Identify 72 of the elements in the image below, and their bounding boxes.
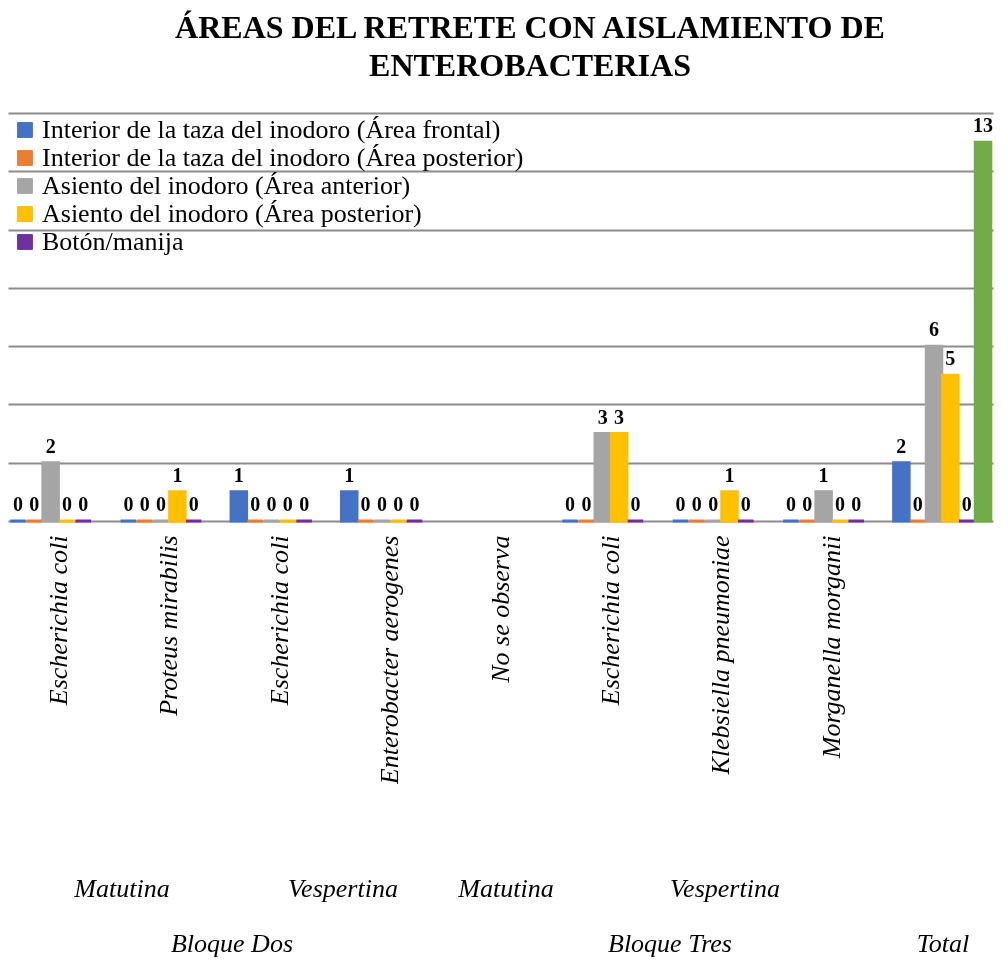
- data-label: 1: [724, 463, 735, 486]
- x-tick-label: Proteus mirabilis: [154, 535, 184, 717]
- bar: [973, 140, 993, 523]
- data-label: 6: [929, 318, 940, 341]
- data-label: 3: [597, 405, 608, 428]
- data-label: 0: [708, 493, 719, 515]
- data-label: 5: [945, 347, 956, 370]
- data-label: 0: [156, 493, 167, 515]
- data-label: 0: [393, 493, 404, 515]
- bar: [814, 490, 833, 523]
- data-label: 0: [581, 493, 592, 515]
- text: Vespertina: [670, 874, 780, 904]
- text: Bloque Dos: [170, 929, 294, 959]
- text: Matutina: [74, 874, 170, 904]
- data-label: 13: [973, 114, 994, 137]
- data-label: 0: [691, 493, 702, 515]
- data-label: 0: [188, 493, 199, 515]
- data-label: 0: [299, 493, 310, 515]
- bar: [941, 373, 960, 523]
- x-tick-label: Escherichia coli: [43, 535, 73, 707]
- data-label: 1: [344, 463, 355, 486]
- bar: [41, 461, 60, 523]
- data-label: 0: [139, 493, 150, 515]
- bar: [892, 461, 911, 523]
- data-label: 0: [376, 493, 387, 515]
- x-tick-label: No se observa: [485, 535, 515, 684]
- text: Bloque Tres: [608, 929, 732, 959]
- bar: [339, 490, 359, 523]
- legend-label: Asiento del inodoro (Área anterior): [42, 171, 411, 200]
- legend-label: Asiento del inodoro (Área posterior): [42, 199, 422, 228]
- data-label: 0: [29, 493, 40, 515]
- data-label: 0: [12, 493, 23, 515]
- bar: [609, 432, 629, 523]
- bar: [229, 490, 249, 523]
- data-label: 0: [785, 493, 796, 515]
- data-label: 0: [802, 493, 813, 515]
- text: Matutina: [458, 874, 554, 904]
- data-label: 0: [282, 493, 293, 515]
- data-label: 0: [78, 493, 89, 515]
- x-tick-label: Morganella morganii: [816, 535, 846, 760]
- data-label: 1: [172, 463, 183, 486]
- data-label: 3: [614, 405, 625, 428]
- legend-label: Interior de la taza del inodoro (Área posterior): [42, 143, 524, 172]
- bar: [168, 490, 187, 523]
- legend-label: Botón/manija: [42, 227, 184, 256]
- data-label: 0: [266, 493, 277, 515]
- bar: [720, 490, 739, 523]
- chart-title: ÁREAS DEL RETRETE CON AISLAMIENTO DE ENTEROBACTERIAS: [174, 8, 886, 84]
- x-tick-label: Klebsiella pneumoniae: [706, 535, 736, 776]
- x-tick-label: Escherichia coli: [595, 535, 625, 707]
- data-label: 0: [565, 493, 576, 515]
- data-label: 0: [675, 493, 686, 515]
- x-tick-label: Escherichia coli: [264, 535, 294, 707]
- data-label: 0: [409, 493, 420, 515]
- text: Total: [916, 929, 970, 959]
- x-tick-label: Enterobacter aerogenes: [375, 535, 405, 786]
- data-label: 0: [851, 493, 862, 515]
- data-label: 0: [250, 493, 261, 515]
- data-label: 0: [961, 493, 972, 515]
- data-label: 0: [912, 493, 923, 515]
- data-label: 2: [45, 434, 56, 457]
- legend-label: Interior de la taza del inodoro (Área frontal): [42, 115, 501, 144]
- data-label: 0: [630, 493, 641, 515]
- data-label: 0: [360, 493, 371, 515]
- data-label: 0: [61, 493, 72, 515]
- data-label: 1: [233, 463, 244, 486]
- text: Vespertina: [288, 874, 398, 904]
- data-label: 0: [123, 493, 134, 515]
- data-label: 0: [740, 493, 751, 515]
- data-label: 0: [834, 493, 845, 515]
- data-label: 1: [818, 463, 829, 486]
- data-label: 2: [896, 434, 907, 457]
